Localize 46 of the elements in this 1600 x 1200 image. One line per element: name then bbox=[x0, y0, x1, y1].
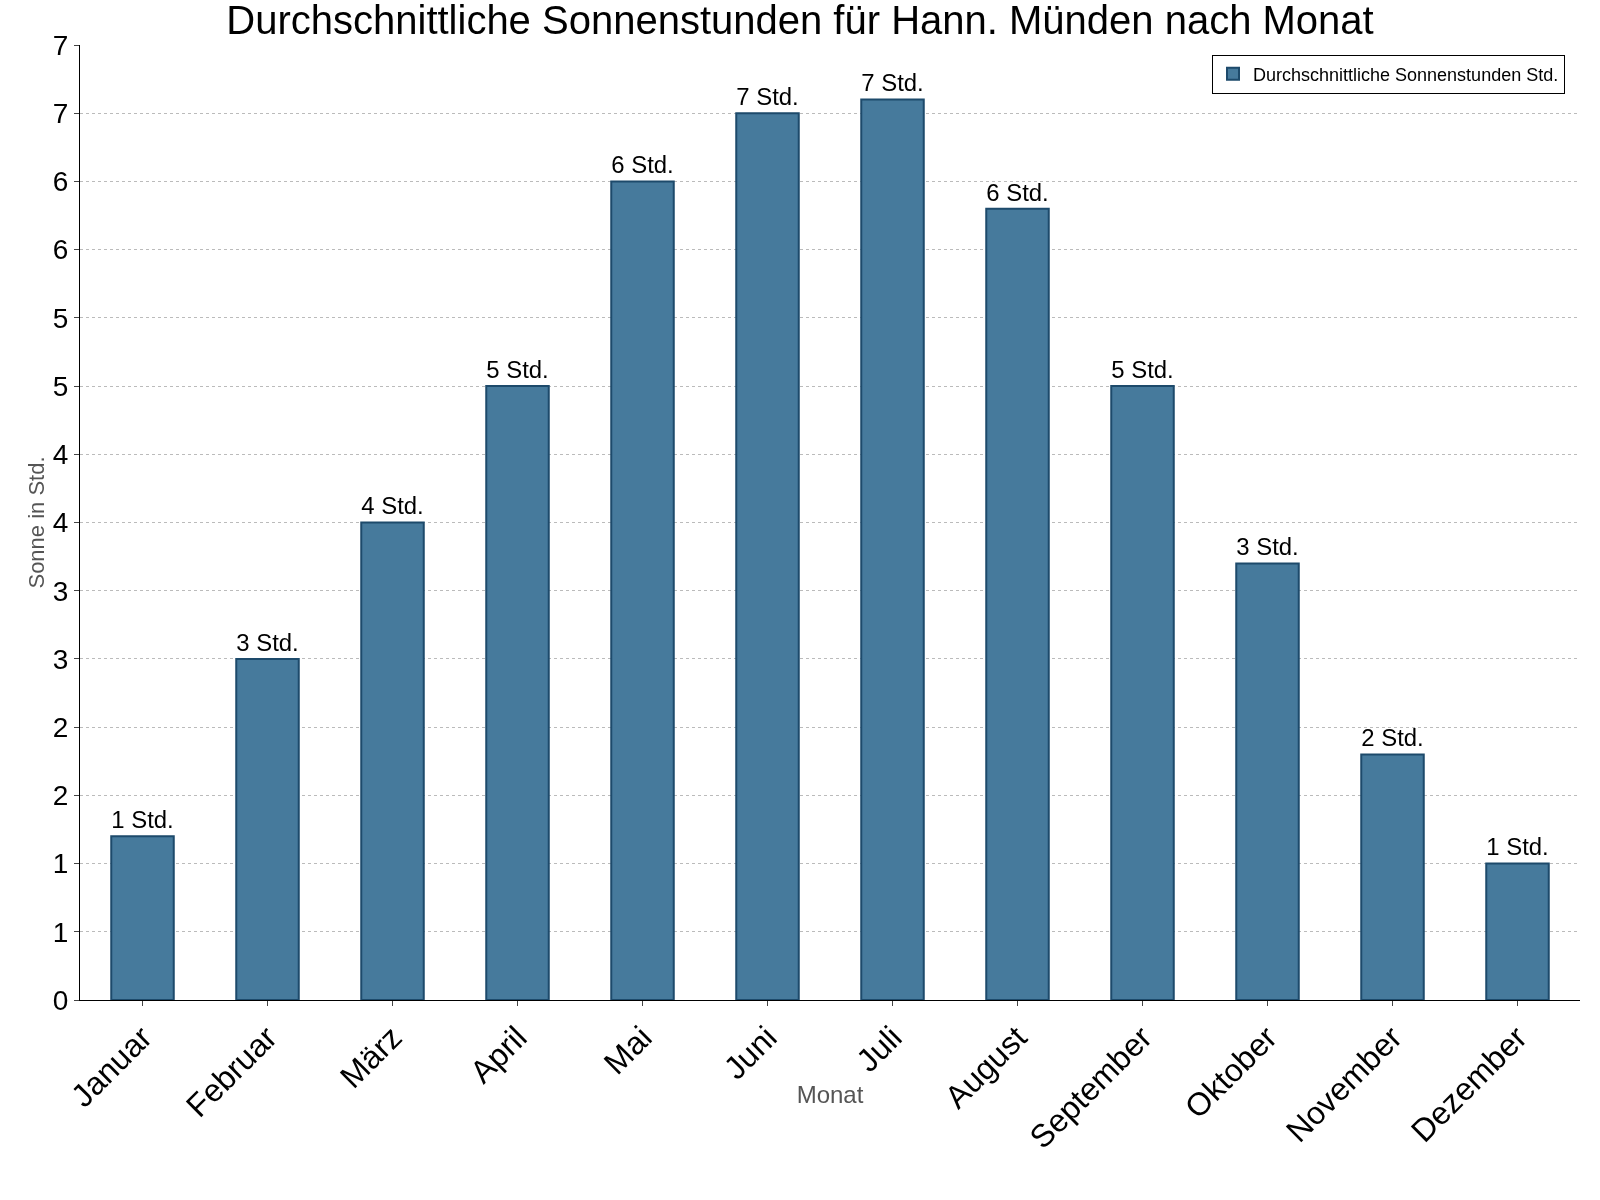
y-tick-label: 0 bbox=[52, 984, 69, 1016]
x-tick-label: Mai bbox=[596, 1019, 659, 1082]
data-label: 5 Std. bbox=[1111, 355, 1174, 383]
data-label: 6 Std. bbox=[986, 178, 1049, 206]
y-tick-label: 1 bbox=[52, 848, 69, 880]
data-label: 7 Std. bbox=[736, 83, 799, 111]
bar bbox=[110, 835, 175, 1000]
data-label: 1 Std. bbox=[1486, 833, 1549, 861]
y-tick-label: 6 bbox=[52, 234, 69, 266]
legend-label: Durchschnittliche Sonnenstunden Std. bbox=[1253, 64, 1559, 85]
x-tick-label: Juni bbox=[716, 1019, 784, 1087]
bar bbox=[485, 385, 550, 1000]
bar bbox=[1485, 862, 1550, 1000]
y-tick-label: 1 bbox=[52, 916, 69, 948]
y-tick-label: 5 bbox=[52, 302, 69, 334]
data-label: 2 Std. bbox=[1361, 724, 1424, 752]
bar bbox=[1235, 562, 1300, 1000]
bar bbox=[735, 112, 800, 1000]
data-label: 1 Std. bbox=[111, 806, 174, 834]
bar bbox=[235, 657, 300, 1000]
y-tick-label: 2 bbox=[52, 780, 69, 812]
data-label: 4 Std. bbox=[361, 492, 424, 520]
bar bbox=[1110, 385, 1175, 1000]
y-tick-label: 7 bbox=[52, 98, 69, 130]
x-tick-label: Juli bbox=[849, 1019, 909, 1079]
data-label: 7 Std. bbox=[861, 69, 924, 97]
y-tick-label: 4 bbox=[52, 507, 69, 539]
data-label: 6 Std. bbox=[611, 151, 674, 179]
data-label: 3 Std. bbox=[1236, 533, 1299, 561]
bar bbox=[360, 521, 425, 1000]
chart-title: Durchschnittliche Sonnenstunden für Hann. Münden nach Monat bbox=[226, 0, 1374, 42]
y-axis-title: Sonne in Std. bbox=[23, 456, 49, 589]
bar bbox=[610, 180, 675, 1000]
y-tick-label: 3 bbox=[52, 575, 69, 607]
bar bbox=[1360, 753, 1425, 1000]
data-label: 5 Std. bbox=[486, 355, 549, 383]
y-tick-label: 2 bbox=[52, 711, 69, 743]
y-tick-label: 4 bbox=[52, 439, 69, 471]
bar bbox=[985, 207, 1050, 1000]
y-tick-label: 5 bbox=[52, 370, 69, 402]
bar bbox=[860, 98, 925, 1000]
y-tick-label: 7 bbox=[52, 29, 69, 61]
y-tick-label: 3 bbox=[52, 643, 69, 675]
y-tick-label: 6 bbox=[52, 166, 69, 198]
x-axis-title: Monat bbox=[796, 1080, 864, 1108]
data-label: 3 Std. bbox=[236, 628, 299, 656]
